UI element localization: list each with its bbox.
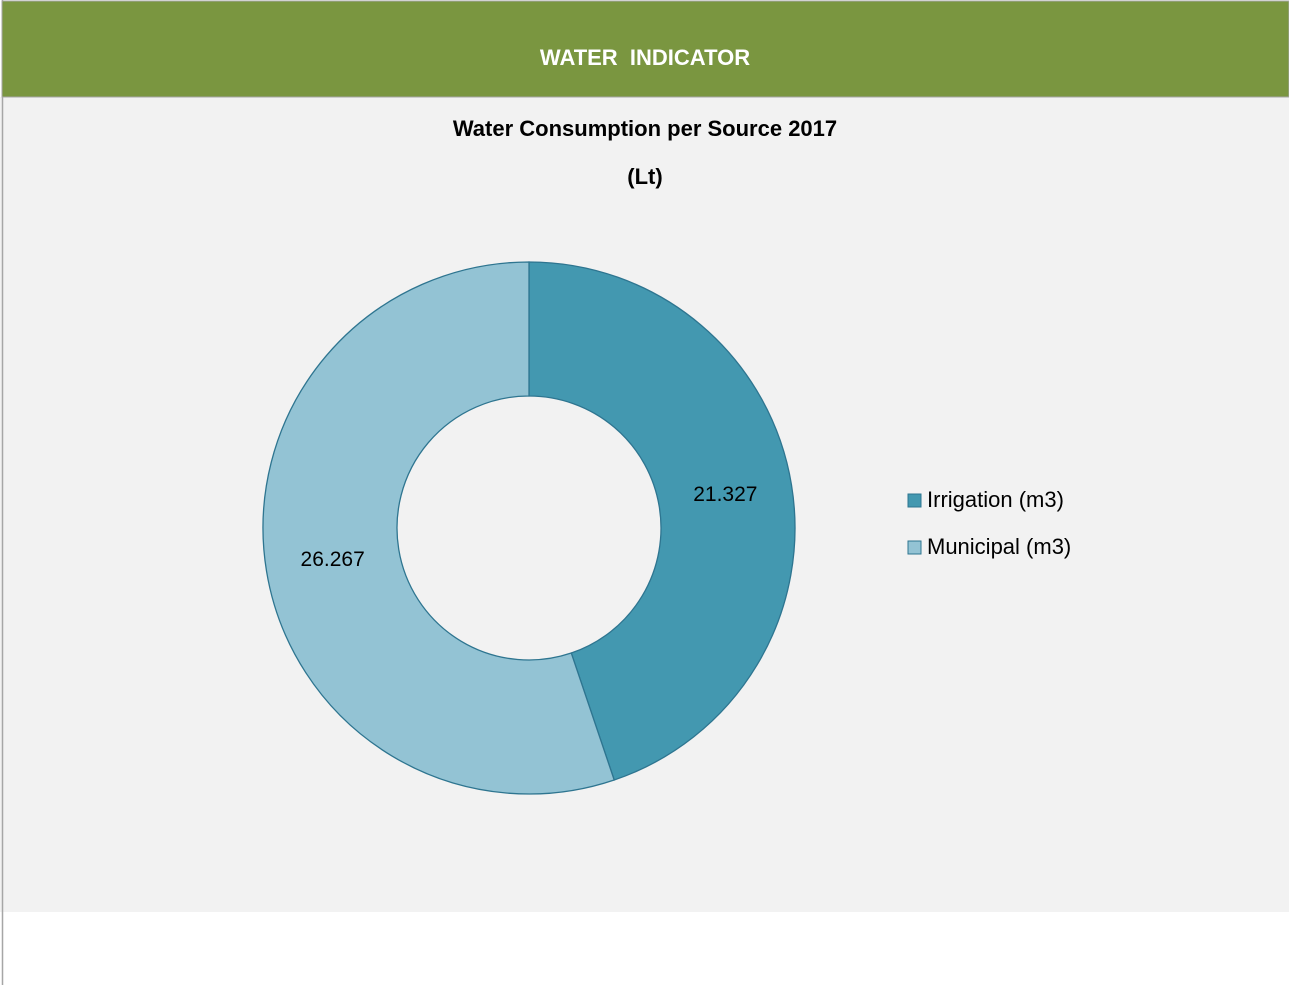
header-title: WATER INDICATOR <box>540 45 750 70</box>
header-band <box>1 0 1289 98</box>
legend-swatch <box>907 493 922 508</box>
chart-title: Water Consumption per Source 2017 <box>453 116 837 141</box>
donut-slice <box>528 261 796 781</box>
legend-label: Municipal (m3) <box>927 534 1071 559</box>
data-label: 26.267 <box>301 548 365 571</box>
legend-swatch <box>907 540 922 555</box>
content-background <box>0 97 1289 912</box>
chart-subtitle: (Lt) <box>627 164 662 189</box>
donut-slice <box>262 261 616 795</box>
legend-label: Irrigation (m3) <box>927 487 1064 512</box>
data-label: 21.327 <box>693 483 757 506</box>
